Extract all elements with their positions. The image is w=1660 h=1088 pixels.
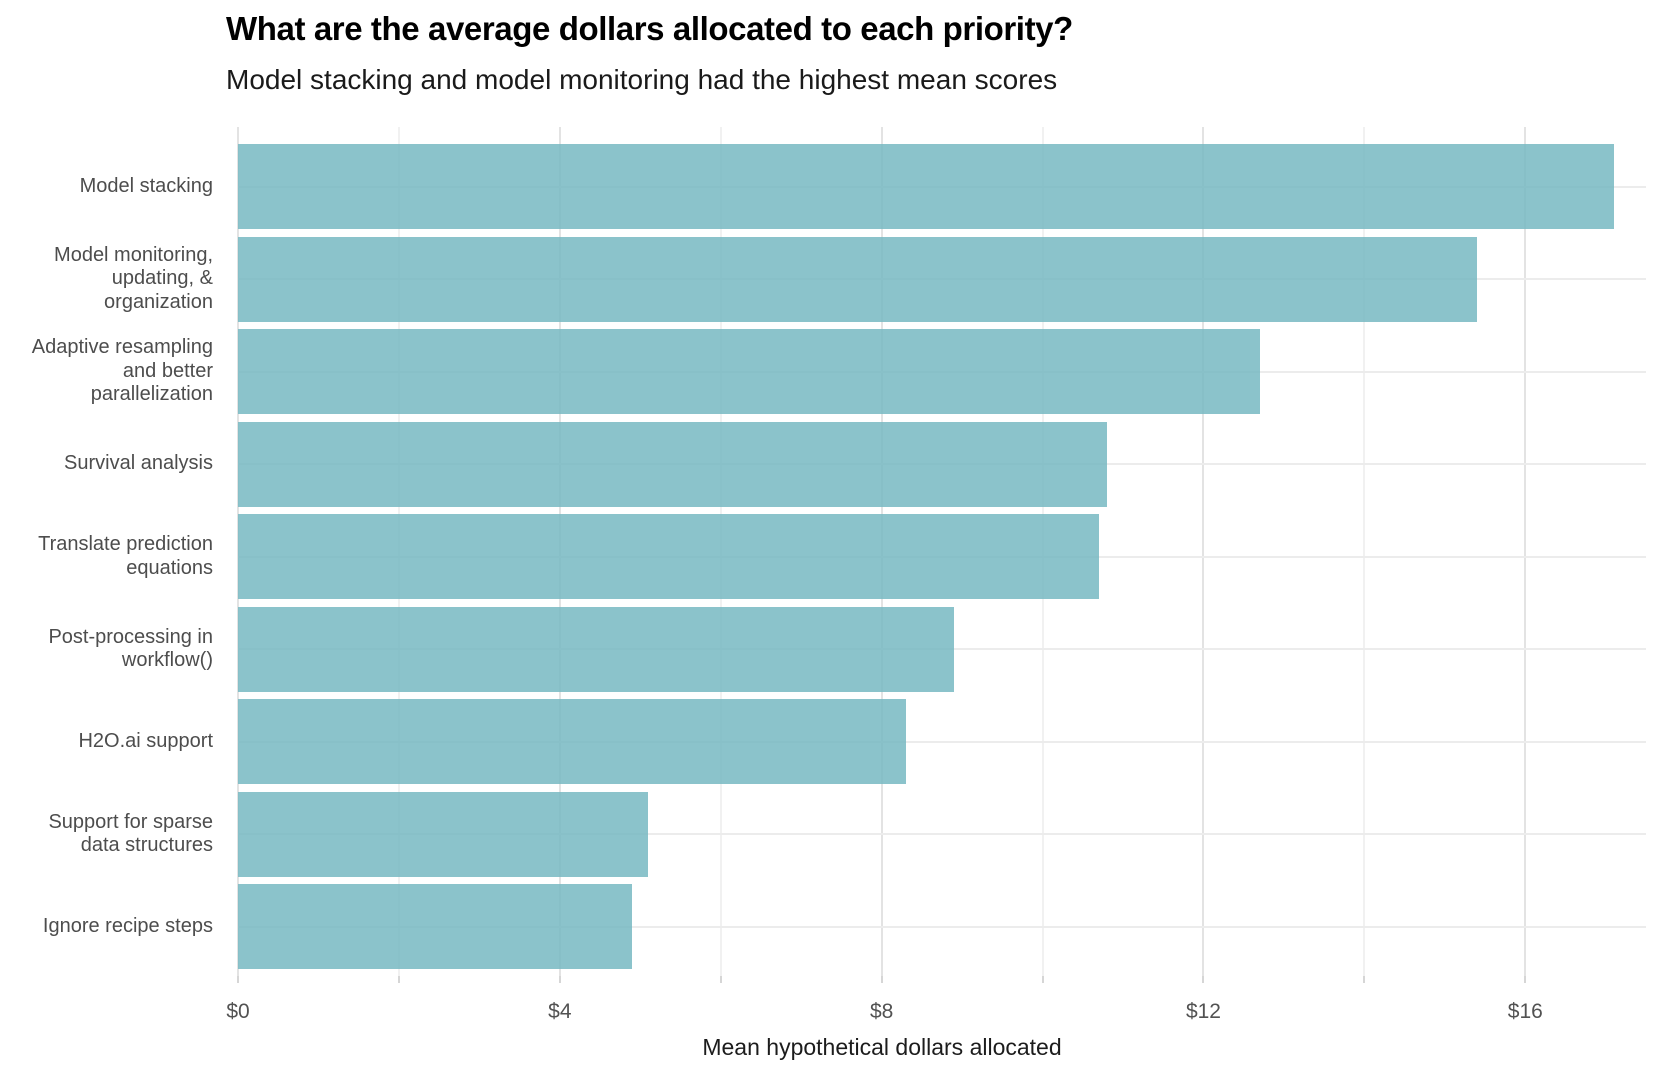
gridline-horizontal — [238, 833, 1646, 835]
x-axis-title: Mean hypothetical dollars allocated — [702, 1034, 1062, 1060]
plot-panel — [237, 127, 1646, 976]
x-tick-mark — [719, 976, 722, 983]
bar — [238, 329, 1260, 414]
bar — [238, 699, 906, 784]
x-tick-mark — [397, 976, 400, 983]
x-tick-label: $12 — [1185, 1000, 1221, 1023]
gridline-minor — [1363, 127, 1366, 976]
gridline-major — [1202, 127, 1205, 976]
category-label: Support for sparse data structures — [48, 810, 213, 856]
x-tick-mark — [1524, 976, 1527, 983]
gridline-horizontal — [238, 740, 1646, 743]
x-tick-mark — [1202, 976, 1205, 983]
category-label: Model stacking — [79, 174, 213, 197]
x-tick-mark — [558, 976, 561, 983]
category-label: Ignore recipe steps — [42, 914, 213, 937]
x-tick-mark — [1363, 976, 1366, 983]
x-tick-label: $0 — [226, 1000, 250, 1023]
bar — [238, 421, 1107, 507]
chart-title: What are the average dollars allocated t… — [226, 10, 1073, 47]
x-tick-mark — [1041, 976, 1044, 983]
x-tick-label: $16 — [1507, 1000, 1543, 1023]
bar — [238, 144, 1614, 229]
category-label: Post-processing in workflow() — [48, 625, 213, 671]
category-label: Survival analysis — [64, 452, 213, 475]
bar — [238, 606, 955, 692]
gridline-major — [1524, 127, 1527, 976]
x-tick-label: $4 — [548, 1000, 572, 1023]
bar — [238, 791, 649, 877]
category-label: Translate prediction equations — [38, 533, 213, 579]
x-tick-mark — [237, 976, 239, 983]
bar — [238, 884, 633, 969]
category-label: Model monitoring, updating, & organizati… — [54, 243, 213, 313]
bar — [238, 236, 1478, 322]
gridline-horizontal — [238, 925, 1646, 928]
bar — [238, 514, 1099, 599]
chart-subtitle: Model stacking and model monitoring had … — [226, 64, 1058, 95]
category-label: H2O.ai support — [78, 729, 213, 752]
x-tick-mark — [880, 976, 883, 983]
category-label: Adaptive resampling and better paralleli… — [31, 336, 213, 406]
y-axis-labels: Model stacking Model monitoring, updating… — [0, 127, 213, 976]
x-tick-label: $8 — [869, 1000, 894, 1023]
